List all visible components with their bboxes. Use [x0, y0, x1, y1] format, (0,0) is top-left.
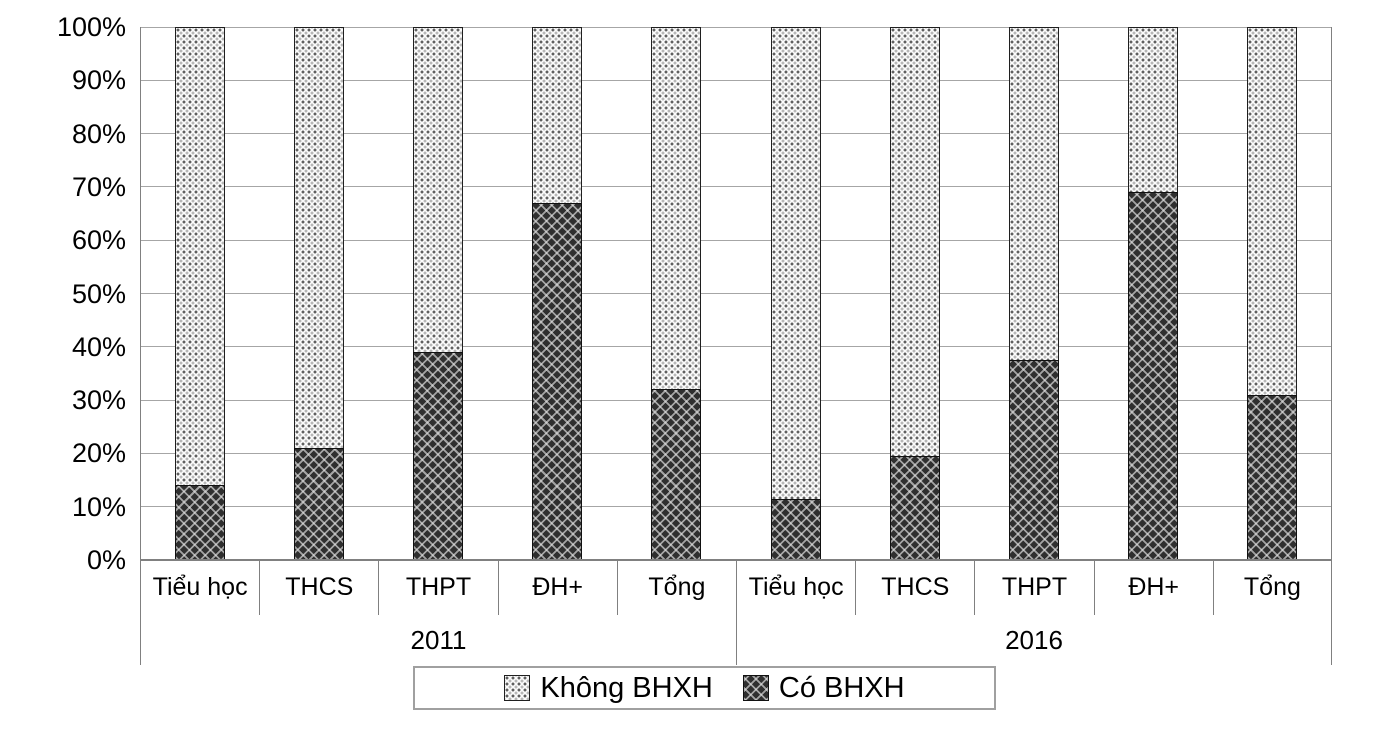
segment-khong-bhxh — [770, 27, 821, 499]
plot-left-edge — [140, 27, 141, 560]
x-axis-category-label: THPT — [378, 560, 497, 615]
y-axis-tick-label: 40% — [71, 331, 126, 362]
gridline — [140, 506, 1332, 508]
segment-co-bhxh — [532, 202, 583, 560]
x-axis-category-label: THPT — [974, 560, 1093, 615]
segment-co-bhxh — [1128, 192, 1179, 560]
gridline — [140, 26, 1332, 28]
y-axis-tick-label: 90% — [71, 65, 126, 96]
bar-2011-1 — [293, 27, 344, 560]
x-axis-category-label: ĐH+ — [497, 560, 617, 615]
segment-khong-bhxh — [1128, 27, 1179, 193]
bar-2011-2 — [413, 27, 463, 560]
y-axis-tick-label: 100% — [56, 12, 126, 42]
x-axis-line — [140, 559, 1332, 561]
gridline — [140, 79, 1332, 81]
gridline — [140, 239, 1332, 241]
bar-2016-3 — [1128, 27, 1179, 560]
y-axis-tick-label: 0% — [86, 545, 126, 575]
gridline — [140, 186, 1332, 188]
x-axis-category-label: ĐH+ — [1093, 560, 1213, 615]
segment-khong-bhxh — [532, 27, 583, 203]
y-axis-tick-label: 20% — [71, 438, 126, 469]
segment-co-bhxh — [651, 389, 702, 560]
gridline — [140, 346, 1332, 348]
x-axis-category-label: Tiểu học — [736, 560, 855, 615]
segment-khong-bhxh — [293, 27, 344, 449]
segment-co-bhxh — [174, 485, 225, 560]
segment-co-bhxh — [770, 498, 821, 560]
bar-2016-0 — [770, 27, 821, 560]
x-axis-category-label: THCS — [259, 560, 378, 615]
bar-2016-1 — [889, 27, 940, 560]
x-axis-group-label-2011: 2011 — [140, 615, 736, 665]
bar-2011-3 — [532, 27, 583, 560]
plot-right-edge — [1331, 27, 1332, 560]
gridline — [140, 293, 1332, 294]
bar-2016-2 — [1009, 27, 1059, 560]
legend-label-co-bhxh: Có BHXH — [778, 671, 905, 704]
x-axis-category-label: Tiểu học — [140, 560, 259, 615]
legend-swatch-co-bhxh-icon — [742, 675, 769, 701]
x-axis-group-label-2016: 2016 — [736, 615, 1332, 665]
y-axis-tick-label: 60% — [71, 225, 126, 256]
segment-khong-bhxh — [651, 27, 702, 390]
legend-label-khong-bhxh: Không BHXH — [540, 671, 713, 704]
y-axis-tick-label: 10% — [71, 491, 126, 522]
segment-co-bhxh — [1009, 360, 1059, 560]
segment-co-bhxh — [293, 448, 344, 560]
legend-item-co-bhxh: Có BHXH — [742, 671, 905, 705]
gridline — [140, 452, 1332, 454]
gridline — [140, 399, 1332, 401]
segment-co-bhxh — [889, 456, 940, 560]
legend: Không BHXH Có BHXH — [413, 666, 996, 710]
segment-khong-bhxh — [889, 27, 940, 457]
segment-co-bhxh — [1247, 394, 1298, 560]
y-axis-tick-label: 80% — [71, 118, 126, 149]
segment-co-bhxh — [413, 352, 463, 560]
gridline — [140, 133, 1332, 135]
segment-khong-bhxh — [1247, 27, 1298, 395]
y-axis-tick-label: 70% — [71, 171, 126, 202]
segment-khong-bhxh — [413, 27, 463, 353]
x-axis-category-label: THCS — [855, 560, 974, 615]
x-axis-category-label: Tổng — [1212, 560, 1332, 615]
segment-khong-bhxh — [1009, 27, 1059, 361]
bar-2016-4 — [1247, 27, 1298, 560]
segment-khong-bhxh — [174, 27, 225, 486]
y-axis-tick-label: 30% — [71, 385, 126, 416]
legend-swatch-khong-bhxh-icon — [504, 675, 531, 701]
x-axis-category-label: Tổng — [616, 560, 736, 615]
bar-2011-0 — [174, 27, 225, 560]
bar-2011-4 — [651, 27, 702, 560]
y-axis-tick-label: 50% — [71, 278, 126, 309]
legend-item-khong-bhxh: Không BHXH — [504, 672, 713, 705]
